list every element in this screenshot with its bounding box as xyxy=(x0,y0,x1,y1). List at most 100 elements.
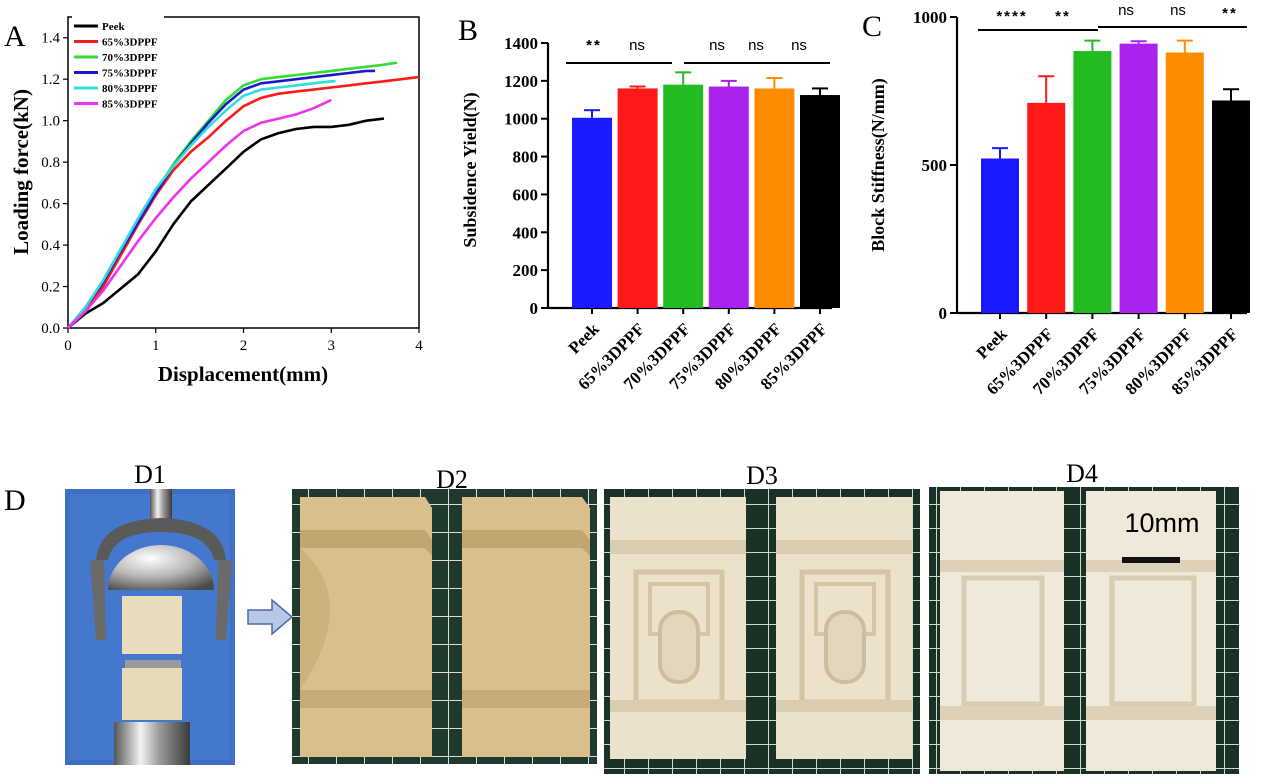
category-label-peek: Peek xyxy=(565,319,604,358)
series-line-85pct3dppf xyxy=(67,98,332,329)
panel-d-photos: D1 D2 xyxy=(65,459,1239,774)
y-axis-title-b: Subsidence Yield(N) xyxy=(460,92,481,247)
category-label-peek: Peek xyxy=(973,324,1012,363)
legend-label-85pct3dppf: 85%3DPPF xyxy=(102,99,158,111)
y-tick-label: 1200 xyxy=(504,72,538,91)
y-tick-label: 400 xyxy=(513,223,539,242)
legend-label-75pct3dppf: 75%3DPPF xyxy=(102,68,158,80)
x-axis-a: 0 1 2 3 4 xyxy=(64,328,423,354)
significance-label: ns xyxy=(709,37,725,54)
significance-label: ns xyxy=(629,37,645,54)
bar-peek xyxy=(981,158,1019,313)
bar-peek xyxy=(572,117,612,309)
y-axis-title-c: Block Stiffness(N/mm) xyxy=(868,78,889,252)
significance-b: ** ns ns ns ns xyxy=(566,37,830,64)
legend-label-65pct3dppf: 65%3DPPF xyxy=(102,37,158,49)
block-d4-left xyxy=(940,491,1064,771)
panel-letter-b: B xyxy=(458,14,478,47)
x-tick-label: 4 xyxy=(415,338,423,354)
bar-65pct3dppf xyxy=(1027,102,1066,313)
legend-box xyxy=(72,16,164,113)
panel-a-line-chart: 0.0 0.2 0.4 0.6 0.8 1.0 1.2 1.4 0 1 2 3 4 Peek 65%3D… xyxy=(9,16,423,386)
y-tick-label: 500 xyxy=(922,156,948,175)
significance-label: ns xyxy=(791,37,807,54)
y-tick-label: 1.2 xyxy=(41,72,60,88)
specimen-upper xyxy=(122,596,182,654)
bars-b xyxy=(572,71,840,309)
bar-65pct3dppf xyxy=(617,88,658,308)
significance-label: **** xyxy=(996,8,1027,25)
bars-c xyxy=(981,39,1250,314)
legend: Peek 65%3DPPF 70%3DPPF 75%3DPPF 80%3DPPF 85%3… xyxy=(72,16,164,113)
bar-80pct3dppf xyxy=(754,88,795,308)
specimen-lower xyxy=(122,668,182,720)
photo-label-d4: D4 xyxy=(1066,459,1098,488)
photo-label-d3: D3 xyxy=(746,461,778,490)
series-line-peek xyxy=(67,117,385,330)
x-axis-b: Peek65%3DPPF70%3DPPF75%3DPPF80%3DPPF85%3… xyxy=(565,308,831,394)
y-tick-label: 0 xyxy=(530,299,539,318)
y-tick-label: 1.0 xyxy=(41,114,60,130)
y-tick-label: 600 xyxy=(513,185,539,204)
photo-label-d2: D2 xyxy=(436,465,468,494)
photo-label-d1: D1 xyxy=(134,460,166,489)
block-d4-right xyxy=(1086,491,1216,771)
legend-label-80pct3dppf: 80%3DPPF xyxy=(102,83,158,95)
block-d2-left xyxy=(300,497,432,757)
significance-label: ** xyxy=(1055,8,1071,25)
y-axis-a: 0.0 0.2 0.4 0.6 0.8 1.0 1.2 1.4 xyxy=(41,31,68,337)
y-tick-label: 1400 xyxy=(504,34,538,53)
series-line-65pct3dppf xyxy=(67,75,420,329)
indenter-dome xyxy=(108,545,214,590)
y-tick-label: 0 xyxy=(939,304,948,323)
base-platen xyxy=(114,722,190,765)
x-tick-label: 3 xyxy=(328,338,336,354)
x-axis-c: Peek65%3DPPF70%3DPPF75%3DPPF80%3DPPF85%3… xyxy=(973,313,1242,399)
panel-letter-a: A xyxy=(4,20,26,53)
bar-85pct3dppf xyxy=(800,95,840,308)
series-line-80pct3dppf xyxy=(67,80,336,329)
bar-75pct3dppf xyxy=(1119,43,1158,313)
legend-label-peek: Peek xyxy=(102,21,125,33)
block-d3-left xyxy=(610,497,746,759)
bar-85pct3dppf xyxy=(1212,100,1250,313)
arrow-icon xyxy=(247,598,294,636)
significance-label: ** xyxy=(1222,5,1238,22)
block-d3-right xyxy=(776,497,912,759)
significance-c: **** ** ns ns ** xyxy=(978,2,1247,31)
photo-d3: D3 xyxy=(604,461,920,774)
significance-label: ** xyxy=(586,37,602,54)
y-tick-label: 0.2 xyxy=(41,280,60,296)
y-tick-label: 1000 xyxy=(913,8,947,27)
bar-75pct3dppf xyxy=(708,86,749,309)
significance-label: ns xyxy=(748,37,764,54)
scale-bar-label: 10mm xyxy=(1124,508,1199,538)
significance-label: ns xyxy=(1118,2,1134,19)
y-tick-label: 0.4 xyxy=(41,238,60,254)
y-tick-label: 0.8 xyxy=(41,155,60,171)
fixture-arms xyxy=(96,518,226,560)
bar-80pct3dppf xyxy=(1165,52,1204,314)
photo-d2: D2 xyxy=(292,465,597,764)
photo-d1: D1 xyxy=(65,460,235,765)
y-tick-label: 1000 xyxy=(504,110,538,129)
significance-label: ns xyxy=(1170,2,1186,19)
x-axis-title-a: Displacement(mm) xyxy=(158,362,328,386)
x-tick-label: 2 xyxy=(240,338,248,354)
bar-70pct3dppf xyxy=(1073,51,1112,313)
panel-letter-d: D xyxy=(4,484,26,517)
panel-b-bar-chart: 0 200 400 600 800 1000 1200 1400 ** ns ns ns ns Pee… xyxy=(460,34,840,394)
panel-letter-c: C xyxy=(862,10,882,43)
y-tick-label: 0.0 xyxy=(41,321,60,337)
y-tick-label: 200 xyxy=(513,261,539,280)
photo-d4: 10mm D4 xyxy=(929,459,1239,774)
y-tick-label: 1.4 xyxy=(41,31,60,47)
block-d2-right xyxy=(462,497,590,757)
x-tick-label: 1 xyxy=(152,338,160,354)
y-tick-label: 800 xyxy=(513,148,539,167)
y-axis-title-a: Loading force(kN) xyxy=(9,89,33,255)
legend-label-70pct3dppf: 70%3DPPF xyxy=(102,52,158,64)
y-tick-label: 0.6 xyxy=(41,197,60,213)
